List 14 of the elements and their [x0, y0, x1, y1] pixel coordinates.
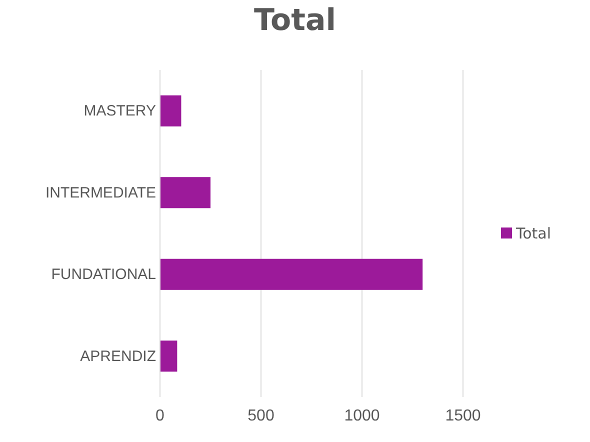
legend-label: Total	[515, 224, 552, 242]
y-tick-label: INTERMEDIATE	[45, 184, 156, 202]
y-tick-label: APRENDIZ	[80, 348, 156, 365]
y-tick-label: FUNDATIONAL	[51, 266, 156, 284]
bar	[160, 177, 210, 208]
bar	[160, 340, 178, 372]
x-tick-label: 1000	[344, 407, 380, 424]
bar	[160, 95, 182, 126]
bar	[160, 258, 423, 290]
x-tick-label: 500	[248, 407, 274, 424]
x-tick-label: 1500	[445, 407, 481, 424]
chart-title: Total	[254, 3, 336, 38]
x-tick-label: 0	[156, 407, 165, 424]
y-tick-label: MASTERY	[84, 102, 156, 120]
